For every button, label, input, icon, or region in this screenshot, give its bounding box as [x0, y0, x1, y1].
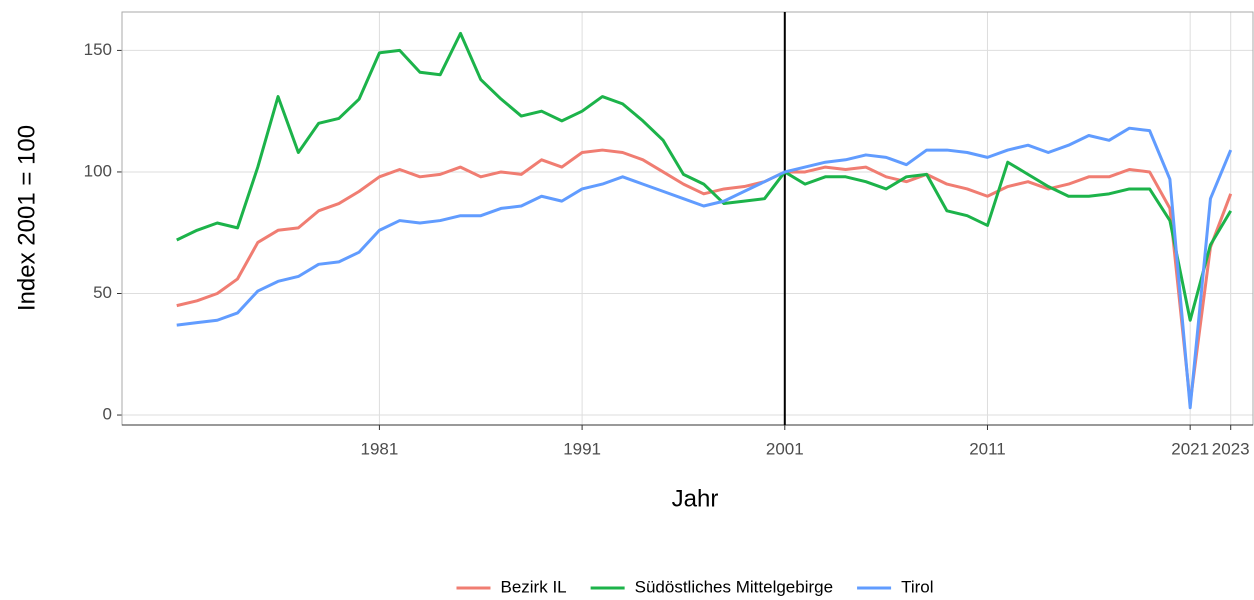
- y-axis-title: Index 2001 = 100: [13, 125, 40, 311]
- y-tick-label: 100: [84, 161, 112, 180]
- x-tick-label: 2021: [1171, 439, 1209, 458]
- x-tick-label: 2001: [766, 439, 804, 458]
- series-line: [176, 126, 1233, 410]
- panel-border: [121, 11, 1254, 426]
- series-line: [176, 31, 1232, 322]
- x-tick-label: 1981: [360, 439, 398, 458]
- x-tick-label: 2011: [969, 439, 1006, 458]
- x-tick-label: 1991: [563, 439, 601, 458]
- y-tick-label: 150: [84, 40, 112, 59]
- legend: Bezirk IL Südöstliches Mittelgebirge Tirol: [456, 577, 934, 596]
- x-tick-label: 2023: [1212, 439, 1250, 458]
- y-tick-label: 50: [93, 283, 112, 302]
- x-axis-title: Jahr: [672, 485, 719, 512]
- legend-label: Tirol: [901, 577, 933, 596]
- series-line: [176, 148, 1233, 405]
- legend-label: Südöstliches Mittelgebirge: [635, 577, 833, 596]
- legend-label: Bezirk IL: [500, 577, 566, 596]
- y-tick-label: 0: [103, 405, 112, 424]
